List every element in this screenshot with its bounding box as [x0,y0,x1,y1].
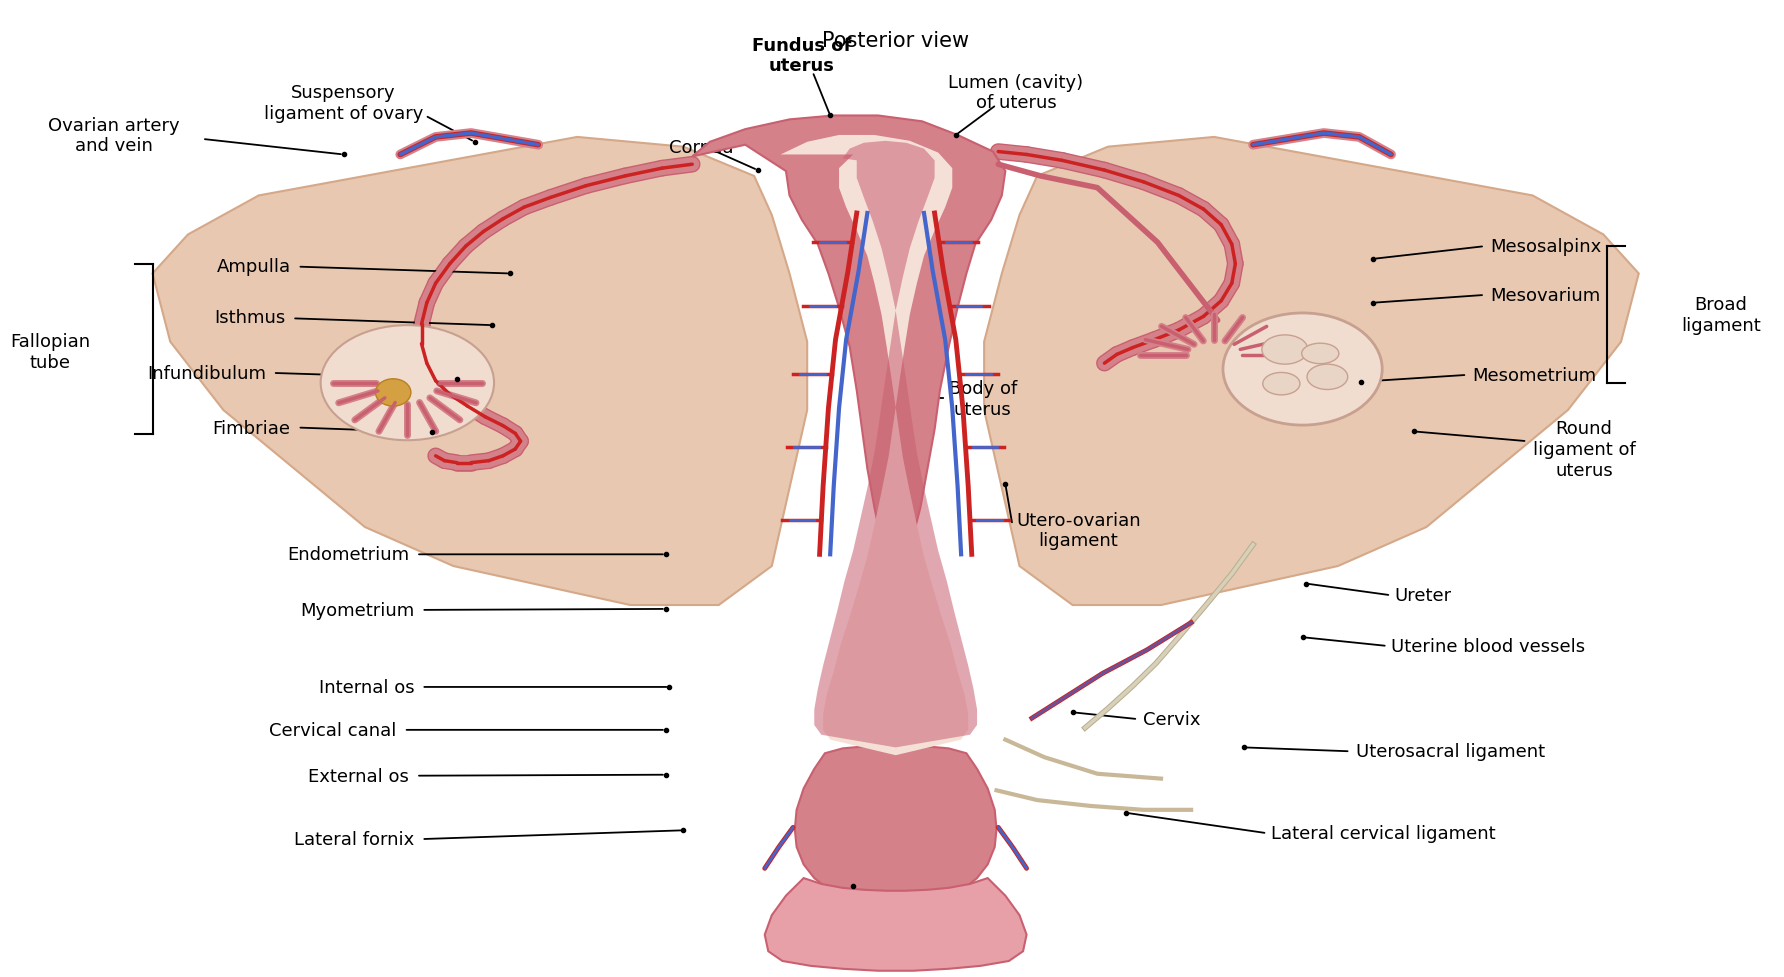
Text: Ovary: Ovary [1254,361,1308,379]
Text: Vagina: Vagina [808,901,869,918]
Text: Internal os: Internal os [319,678,414,697]
Text: Suspensory
ligament of ovary: Suspensory ligament of ovary [264,84,423,123]
Ellipse shape [375,379,410,406]
Text: Mesometrium: Mesometrium [1472,366,1597,385]
Polygon shape [814,142,978,747]
Polygon shape [692,116,1006,773]
Text: Ureter: Ureter [1395,586,1452,605]
Text: Posterior view: Posterior view [822,30,969,51]
Ellipse shape [1302,344,1338,364]
Polygon shape [765,878,1026,971]
Text: Cervix: Cervix [1144,710,1201,729]
Text: Lateral fornix: Lateral fornix [294,830,414,848]
Ellipse shape [1263,373,1301,396]
Polygon shape [781,136,969,755]
Text: Mesosalpinx: Mesosalpinx [1490,238,1602,256]
Text: Infundibulum: Infundibulum [146,364,266,383]
Text: Body of
uterus: Body of uterus [949,379,1017,418]
Polygon shape [796,745,997,899]
Text: Cervical canal: Cervical canal [269,721,396,739]
Text: External os: External os [309,767,409,785]
Text: Mesovarium: Mesovarium [1490,286,1600,305]
Text: Ampulla: Ampulla [216,257,291,276]
Text: Endometrium: Endometrium [287,546,409,564]
Text: Ovarian artery
and vein: Ovarian artery and vein [48,116,180,155]
Text: Cornua: Cornua [669,139,733,156]
Text: Isthmus: Isthmus [214,309,285,327]
Text: Uterine blood vessels: Uterine blood vessels [1392,637,1586,656]
Text: Broad
ligament: Broad ligament [1681,296,1761,334]
Ellipse shape [321,325,494,441]
Ellipse shape [1308,364,1347,390]
Text: Fundus of
uterus: Fundus of uterus [753,36,851,75]
Text: Fallopian
tube: Fallopian tube [11,333,89,371]
Text: Fimbriae: Fimbriae [212,419,291,437]
Text: Lumen (cavity)
of uterus: Lumen (cavity) of uterus [949,73,1083,112]
Text: Uterosacral ligament: Uterosacral ligament [1356,743,1545,760]
Text: Utero-ovarian
ligament: Utero-ovarian ligament [1015,511,1140,550]
Text: Myometrium: Myometrium [300,601,414,619]
Text: Lateral cervical ligament: Lateral cervical ligament [1270,825,1495,842]
Ellipse shape [1261,335,1308,364]
Polygon shape [985,138,1639,606]
Ellipse shape [1224,314,1383,426]
Polygon shape [153,138,806,606]
Text: Round
ligament of
uterus: Round ligament of uterus [1532,420,1636,480]
